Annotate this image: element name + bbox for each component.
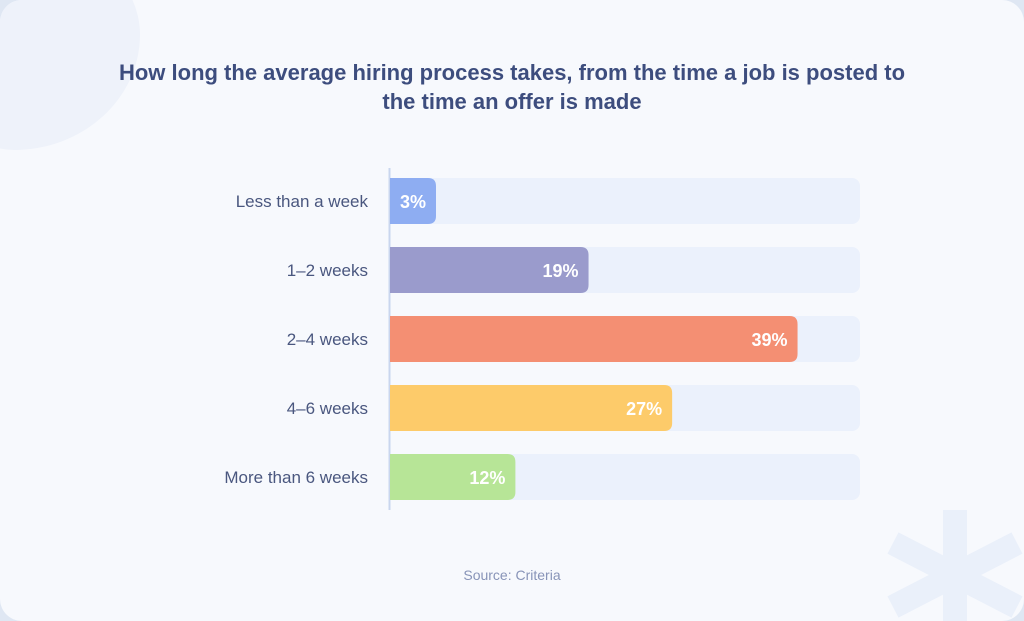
value-label: 39%	[752, 330, 788, 350]
bar-row: More than 6 weeks 12%	[224, 454, 860, 500]
bar	[390, 247, 589, 293]
category-label: 2–4 weeks	[287, 330, 368, 349]
bar-row: 2–4 weeks 39%	[287, 316, 860, 362]
chart-title: How long the average hiring process take…	[118, 60, 906, 114]
value-label: 19%	[543, 261, 579, 281]
asterisk-decoration	[887, 510, 1023, 621]
category-label: More than 6 weeks	[224, 468, 368, 487]
bar	[390, 178, 436, 224]
category-label: 4–6 weeks	[287, 399, 368, 418]
bar-row: Less than a week 3%	[236, 178, 860, 224]
value-label: 27%	[626, 399, 662, 419]
value-label: 3%	[400, 192, 426, 212]
category-label: Less than a week	[236, 192, 369, 211]
value-label: 12%	[469, 468, 505, 488]
bar	[390, 316, 798, 362]
bar-row: 1–2 weeks 19%	[287, 247, 860, 293]
bar	[390, 385, 673, 431]
bar	[390, 454, 516, 500]
source-note: Source: Criteria	[463, 567, 561, 583]
bar-track	[390, 178, 860, 224]
bar-row: 4–6 weeks 27%	[287, 385, 860, 431]
category-label: 1–2 weeks	[287, 261, 368, 280]
